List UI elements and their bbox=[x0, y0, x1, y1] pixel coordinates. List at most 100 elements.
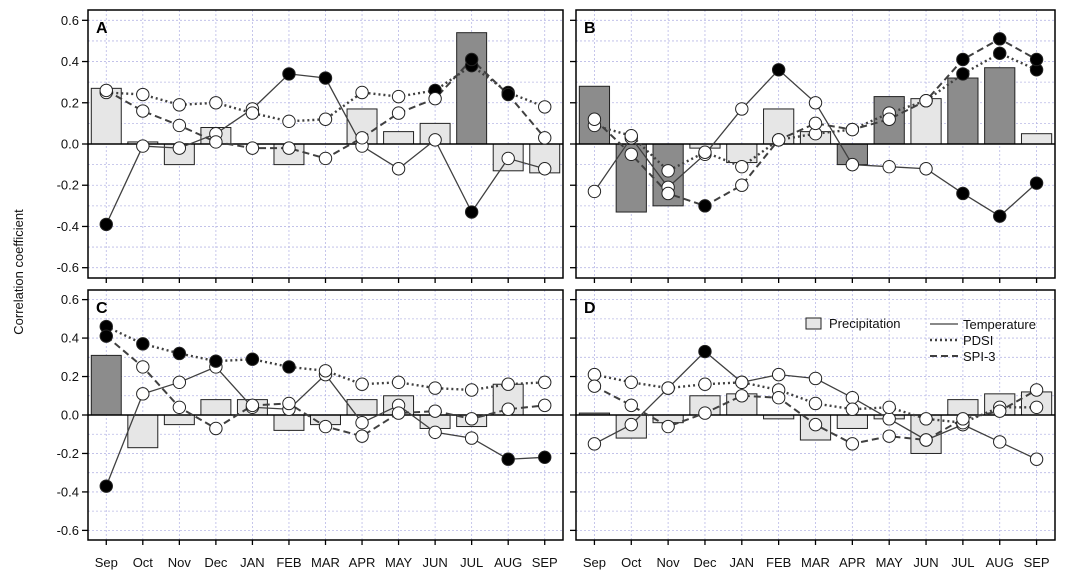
pdsi-point bbox=[624, 375, 638, 390]
precipitation-bar bbox=[836, 414, 868, 429]
spi3-point bbox=[245, 398, 260, 413]
pdsi-point bbox=[538, 375, 552, 390]
temperature-point bbox=[501, 452, 515, 466]
temperature-point bbox=[808, 371, 823, 386]
spi3-point bbox=[735, 389, 749, 403]
temperature-point bbox=[882, 412, 896, 426]
x-tick-label: Dec bbox=[693, 555, 717, 570]
temperature-point bbox=[282, 67, 296, 81]
panel-label: A bbox=[96, 20, 108, 37]
legend-precipitation-label: Precipitation bbox=[829, 316, 901, 331]
temperature-point bbox=[735, 102, 749, 116]
spi3-point bbox=[919, 433, 933, 447]
x-tick-label: FEB bbox=[766, 555, 791, 570]
spi3-point bbox=[661, 419, 675, 434]
spi3-point bbox=[882, 429, 896, 443]
y-tick-label: 0.0 bbox=[61, 408, 79, 423]
spi3-point bbox=[464, 412, 479, 426]
spi3-point bbox=[845, 122, 860, 137]
temperature-point bbox=[99, 479, 113, 493]
pdsi-point bbox=[355, 85, 369, 100]
spi3-point bbox=[428, 91, 442, 106]
spi3-point bbox=[1029, 52, 1044, 67]
x-tick-label: JUL bbox=[460, 555, 483, 570]
pdsi-point bbox=[245, 352, 260, 366]
temperature-point bbox=[136, 139, 150, 153]
pdsi-point bbox=[698, 377, 712, 391]
spi3-point bbox=[99, 83, 113, 98]
spi3-point bbox=[428, 404, 442, 418]
temperature-point bbox=[919, 162, 933, 176]
y-tick-label: 0.2 bbox=[61, 369, 79, 384]
pdsi-point bbox=[882, 400, 896, 415]
pdsi-point bbox=[698, 145, 712, 159]
spi3-point bbox=[698, 199, 712, 213]
y-tick-label: -0.2 bbox=[57, 178, 79, 193]
spi3-point bbox=[882, 112, 896, 126]
spi3-point bbox=[99, 329, 113, 343]
spi3-point bbox=[919, 94, 933, 108]
spi3-point bbox=[318, 419, 333, 434]
spi3-point bbox=[245, 141, 260, 155]
temperature-point bbox=[771, 63, 786, 77]
spi3-point bbox=[464, 52, 479, 67]
temperature-point bbox=[172, 141, 187, 155]
spi3-point bbox=[172, 400, 187, 415]
x-tick-label: MAY bbox=[385, 555, 413, 570]
x-tick-label: SEP bbox=[532, 555, 558, 570]
spi3-point bbox=[698, 406, 712, 420]
pdsi-point bbox=[136, 87, 150, 102]
temperature-point bbox=[771, 367, 786, 382]
pdsi-point bbox=[428, 381, 442, 395]
x-tick-label: JAN bbox=[730, 555, 755, 570]
precipitation-bar bbox=[90, 354, 122, 416]
legend-temperature-label: Temperature bbox=[963, 317, 1036, 332]
spi3-point bbox=[501, 87, 515, 102]
spi3-point bbox=[209, 421, 223, 436]
pdsi-point bbox=[172, 98, 187, 112]
y-tick-label: -0.6 bbox=[57, 260, 79, 275]
pdsi-point bbox=[661, 164, 675, 178]
spi3-point bbox=[587, 379, 602, 393]
temperature-point bbox=[698, 344, 712, 359]
temperature-point bbox=[538, 450, 552, 465]
x-tick-label: MAR bbox=[311, 555, 340, 570]
panel-b: B bbox=[570, 9, 1056, 283]
precipitation-bar bbox=[1020, 133, 1053, 145]
x-tick-label: APR bbox=[839, 555, 866, 570]
legend-pdsi-label: PDSI bbox=[963, 333, 993, 348]
x-tick-label: JUN bbox=[422, 555, 447, 570]
y-tick-label: -0.2 bbox=[57, 446, 79, 461]
precipitation-bar bbox=[346, 399, 378, 416]
y-tick-label: 0.4 bbox=[61, 54, 79, 69]
pdsi-point bbox=[587, 367, 602, 382]
x-tick-label: Nov bbox=[657, 555, 681, 570]
pdsi-point bbox=[209, 354, 223, 368]
spi3-point bbox=[771, 133, 786, 147]
pdsi-point bbox=[1029, 400, 1044, 415]
temperature-point bbox=[501, 151, 515, 166]
spi3-point bbox=[808, 116, 823, 131]
legend-spi3-label: SPI-3 bbox=[963, 349, 996, 364]
pdsi-point bbox=[993, 46, 1007, 60]
temperature-point bbox=[464, 205, 479, 219]
pdsi-point bbox=[282, 360, 296, 374]
temperature-point bbox=[1029, 452, 1044, 466]
panel-d: Sep Oct Nov Dec JAN FEB MAR APR MAY JUN JUL AUG SEP D bbox=[570, 289, 1056, 570]
pdsi-point bbox=[538, 100, 552, 114]
pdsi-point bbox=[172, 346, 187, 361]
temperature-point bbox=[882, 159, 896, 174]
x-tick-label: Nov bbox=[168, 555, 192, 570]
pdsi-point bbox=[318, 364, 333, 378]
x-tick-label: Oct bbox=[133, 555, 154, 570]
x-tick-label: JAN bbox=[240, 555, 265, 570]
spi3-point bbox=[501, 402, 515, 416]
precipitation-bar bbox=[200, 399, 232, 416]
pdsi-point bbox=[209, 96, 223, 110]
spi3-point bbox=[808, 417, 823, 432]
temperature-point bbox=[1029, 176, 1044, 190]
precipitation-bar bbox=[273, 414, 305, 431]
pdsi-point bbox=[391, 89, 406, 104]
y-tick-label: 0.0 bbox=[61, 137, 79, 152]
